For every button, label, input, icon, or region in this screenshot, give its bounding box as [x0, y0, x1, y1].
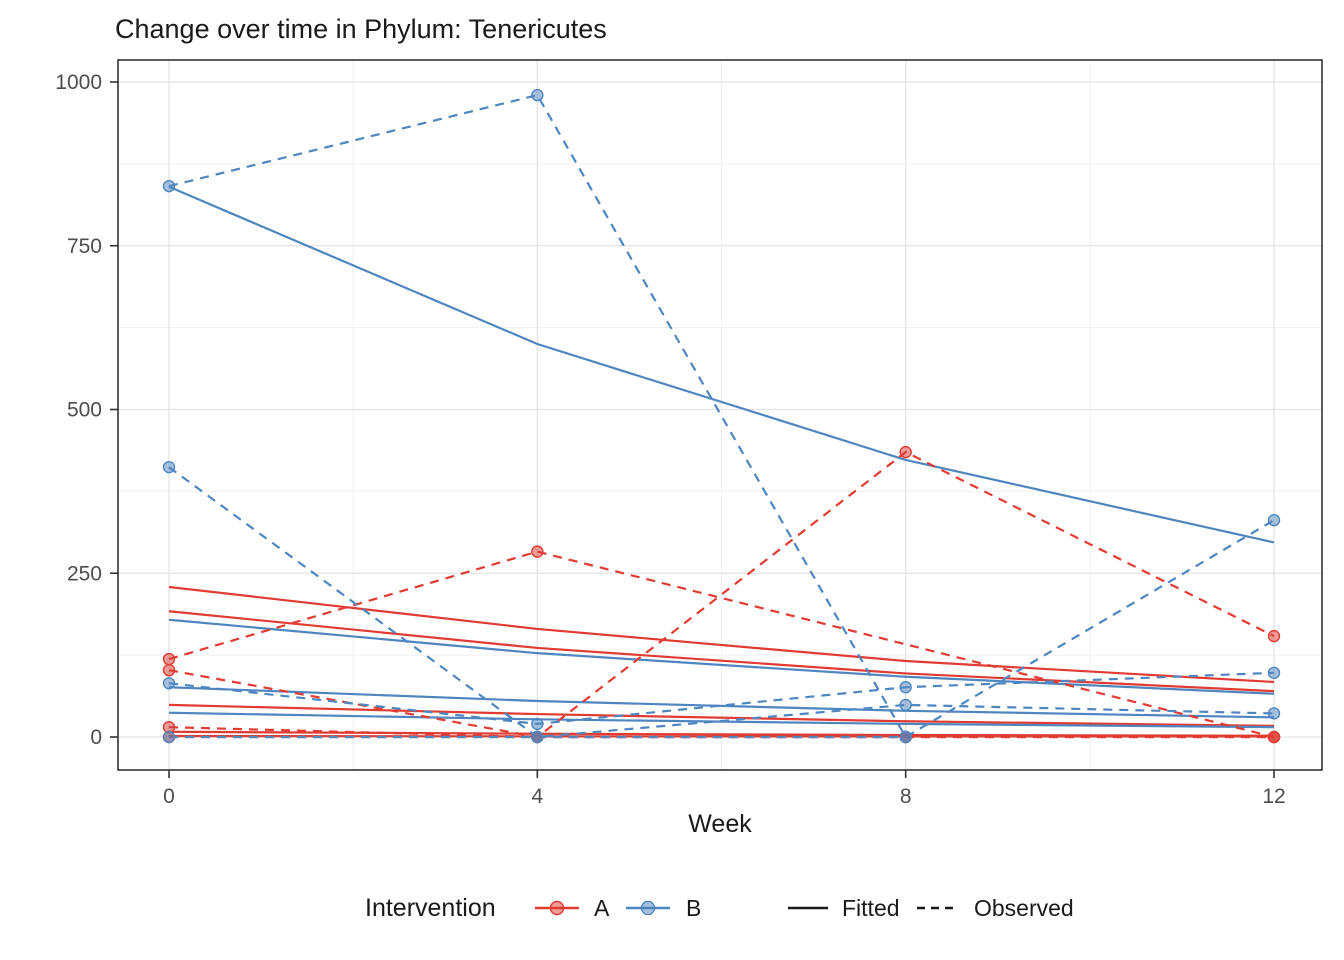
fitted-line-B-fit-2	[168, 618, 1275, 695]
observed-point-B-obs-4	[162, 730, 176, 744]
fitted-line-B-fit-3	[168, 686, 1275, 719]
fitted-line-A-fit-1	[168, 585, 1275, 684]
observed-point-B-obs-3	[1267, 666, 1281, 680]
fitted-line-A-fit-2	[168, 610, 1275, 693]
observed-point-B-obs-3	[162, 677, 176, 690]
legend-key-fitted-icon	[788, 906, 828, 910]
observed-point-A-obs-1	[162, 652, 176, 666]
observed-point-B-obs-4	[899, 730, 912, 744]
y-tick-label: 1000	[55, 71, 102, 94]
observed-point-A-obs-2	[162, 663, 176, 677]
observed-point-B-obs-2	[1267, 707, 1281, 720]
observed-point-B-obs-1	[531, 88, 544, 102]
x-tick-label: 12	[1262, 785, 1285, 808]
observed-point-B-obs-2	[899, 698, 912, 712]
y-tick-label: 250	[67, 562, 102, 585]
legend-intervention-label: Intervention	[365, 894, 496, 922]
x-tick-label: 4	[531, 785, 543, 808]
legend-key-b-icon	[626, 900, 670, 916]
observed-point-B-obs-2	[162, 460, 176, 474]
observed-line-B-obs-2	[168, 466, 1275, 739]
legend-item-b-label: B	[686, 895, 702, 921]
legend-item-fitted-label: Fitted	[842, 895, 900, 921]
legend-key-a-icon	[535, 900, 579, 916]
observed-line-B-obs-1	[168, 93, 1275, 739]
y-tick-label: 750	[67, 235, 102, 258]
observed-point-B-obs-1	[162, 179, 176, 193]
observed-point-A-obs-2	[899, 445, 912, 459]
x-tick-label: 0	[163, 785, 175, 808]
legend-key-observed-icon	[917, 906, 957, 910]
observed-point-B-obs-3	[899, 681, 912, 694]
observed-point-B-obs-3	[531, 717, 544, 731]
y-tick-label: 500	[67, 399, 102, 422]
panel-border	[117, 59, 1323, 771]
x-axis-label: Week	[688, 810, 752, 838]
observed-point-B-obs-4	[531, 730, 544, 744]
chart-title: Change over time in Phylum: Tenericutes	[115, 14, 607, 44]
observed-point-A-obs-4	[1267, 730, 1281, 744]
observed-point-A-obs-1	[531, 545, 544, 558]
fitted-line-A-fit-3	[168, 703, 1275, 727]
y-tick-label: 0	[90, 726, 102, 749]
observed-line-A-obs-2	[168, 450, 1275, 739]
legend-item-a-label: A	[594, 895, 610, 921]
x-tick-label: 8	[900, 785, 912, 808]
observed-point-B-obs-1	[1267, 513, 1281, 527]
legend-item-observed-label: Observed	[974, 895, 1074, 921]
observed-point-A-obs-2	[1267, 629, 1281, 643]
fitted-line-B-fit-1	[168, 185, 1275, 544]
